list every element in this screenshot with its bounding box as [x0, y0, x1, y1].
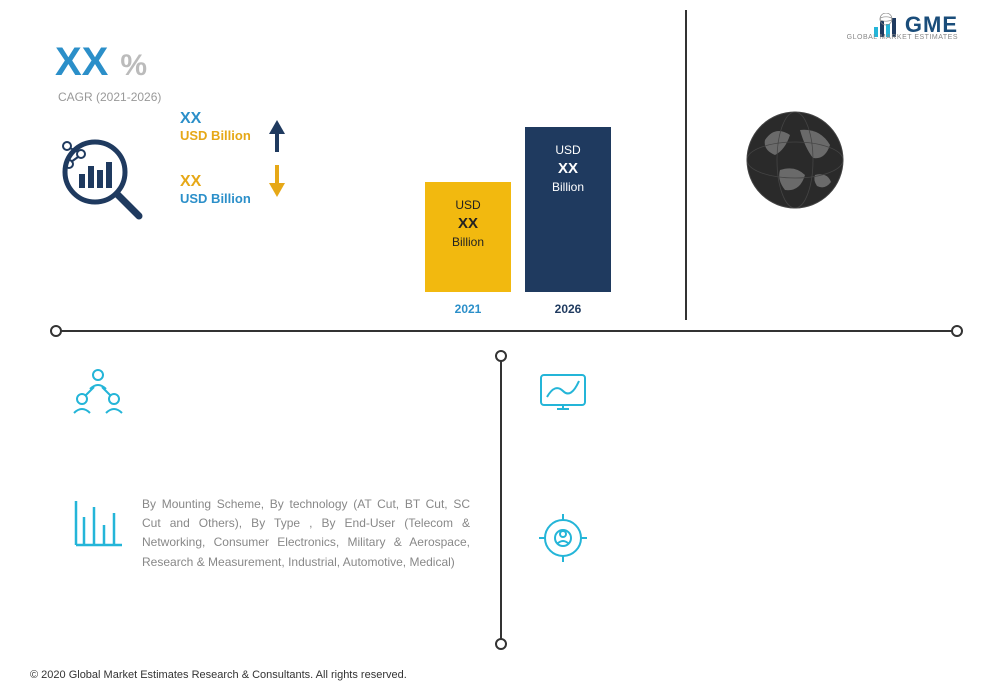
bar-2026-mid: XX — [558, 160, 578, 177]
copyright-text: © 2020 Global Market Estimates Research … — [30, 669, 407, 681]
infographic-container: GME GLOBAL MARKET ESTIMATES XX % CAGR (2… — [0, 0, 988, 699]
bar-2021-bot: Billion — [452, 235, 484, 249]
bar-2021-top: USD — [455, 198, 480, 212]
fastest-growing-icon — [535, 510, 591, 566]
vertical-divider-bottom — [500, 355, 502, 645]
fastest-usd: USD Billion — [180, 191, 251, 206]
vertical-divider-top — [685, 10, 687, 320]
largest-size-row: XX USD Billion — [180, 110, 285, 143]
top-section: XX USD Billion XX USD Billion USD XX Bil… — [55, 100, 958, 320]
largest-size-text: XX USD Billion — [180, 110, 251, 143]
key-players-icon — [70, 365, 126, 421]
key-players-block — [70, 365, 126, 421]
largest-usd: USD Billion — [180, 128, 251, 143]
bar-2026: USD XX Billion 2026 — [525, 127, 611, 292]
bar-2026-year: 2026 — [525, 302, 611, 316]
market-size-block: XX USD Billion XX USD Billion — [180, 110, 285, 236]
globe-icon — [735, 100, 855, 220]
segments-text: By Mounting Scheme, By technology (AT Cu… — [142, 495, 470, 572]
largest-market-icon — [535, 365, 591, 421]
segments-block: By Mounting Scheme, By technology (AT Cu… — [70, 495, 470, 572]
fastest-growing-block — [535, 510, 591, 566]
cagr-percent: % — [120, 49, 147, 83]
fastest-xx: XX — [180, 173, 251, 191]
cagr-value: XX % — [55, 40, 147, 85]
largest-market-block — [535, 365, 591, 421]
bar-2021-mid: XX — [458, 215, 478, 232]
bar-2021: USD XX Billion 2021 — [425, 182, 511, 292]
fastest-size-row: XX USD Billion — [180, 173, 285, 206]
market-bar-chart: USD XX Billion 2021 USD XX Billion 2026 — [425, 127, 611, 292]
horizontal-divider — [55, 330, 958, 332]
logo-subtitle: GLOBAL MARKET ESTIMATES — [847, 34, 958, 41]
largest-xx: XX — [180, 110, 251, 128]
segments-bar-icon — [70, 495, 126, 551]
fastest-size-text: XX USD Billion — [180, 173, 251, 206]
bar-2026-bot: Billion — [552, 180, 584, 194]
arrow-up-icon — [269, 120, 285, 134]
bar-2026-top: USD — [555, 143, 580, 157]
analytics-magnifier-icon — [55, 132, 145, 222]
arrow-down-icon — [269, 183, 285, 197]
bar-2021-year: 2021 — [425, 302, 511, 316]
cagr-xx: XX — [55, 40, 108, 85]
